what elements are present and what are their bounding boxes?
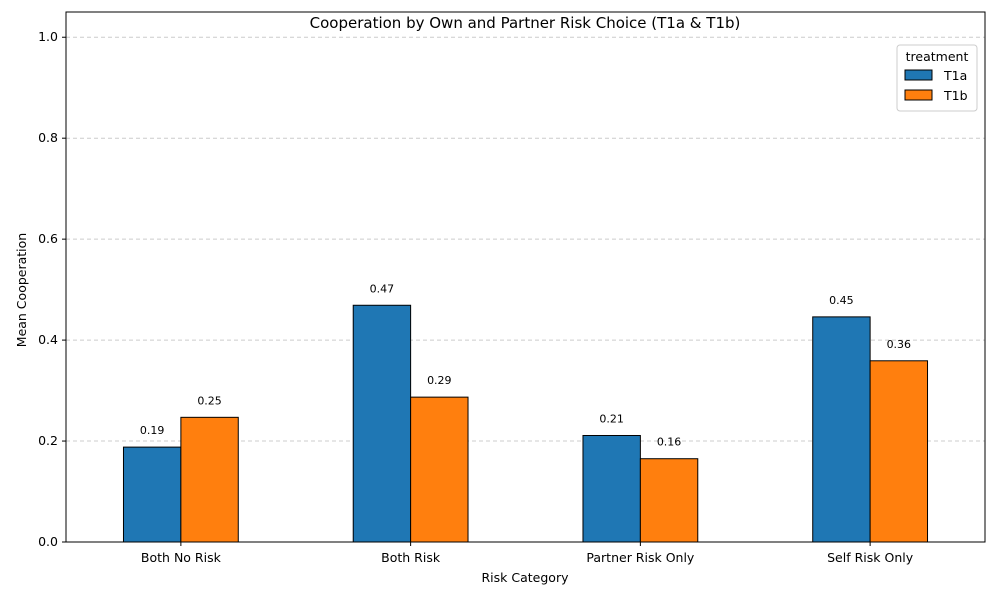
legend-swatch-t1a: [904, 69, 933, 81]
x-tick-label: Self Risk Only: [827, 550, 914, 565]
legend-swatch-t1b: [904, 89, 933, 101]
legend-entry-t1b: T1b: [943, 88, 968, 103]
data-label: 0.29: [427, 374, 452, 387]
y-tick-label: 0.6: [38, 231, 58, 246]
y-tick-label: 0.0: [38, 534, 58, 549]
y-tick-label: 0.4: [38, 332, 58, 347]
bar-t1b: [410, 396, 469, 543]
y-tick-label: 1.0: [38, 29, 58, 44]
y-tick-label: 0.2: [38, 433, 58, 448]
chart-title: Cooperation by Own and Partner Risk Choi…: [310, 14, 741, 32]
bar-t1a: [582, 434, 641, 543]
y-axis-label: Mean Cooperation: [14, 233, 29, 347]
x-tick-label: Partner Risk Only: [586, 550, 695, 565]
legend: treatment T1a T1b: [896, 44, 978, 112]
bar-t1a: [122, 446, 182, 543]
x-tick-label: Both Risk: [381, 550, 441, 565]
data-label: 0.19: [140, 424, 165, 437]
data-label: 0.21: [599, 412, 624, 425]
plot-frame: [65, 11, 986, 543]
bar-t1a: [812, 316, 871, 543]
data-label: 0.45: [829, 294, 854, 307]
data-label: 0.47: [370, 282, 395, 295]
data-label: 0.36: [887, 338, 912, 351]
x-axis-label: Risk Category: [482, 570, 570, 585]
x-tick-label: Both No Risk: [141, 550, 222, 565]
legend-entry-t1a: T1a: [943, 68, 967, 83]
bar-t1b: [180, 416, 239, 543]
legend-title: treatment: [906, 49, 969, 64]
bar-t1a: [352, 304, 412, 543]
data-labels: 0.19 0.25 0.47 0.29 0.21 0.16 0.45 0.36: [140, 282, 911, 448]
y-axis: 0.0 0.2 0.4 0.6 0.8 1.0: [38, 29, 66, 549]
bar-t1b: [639, 458, 699, 543]
y-tick-label: 0.8: [38, 130, 58, 145]
bar-t1b: [869, 360, 929, 543]
data-label: 0.25: [197, 394, 222, 407]
data-label: 0.16: [657, 436, 682, 449]
bars: [122, 304, 929, 543]
x-axis: Both No Risk Both Risk Partner Risk Only Se…: [141, 542, 914, 565]
